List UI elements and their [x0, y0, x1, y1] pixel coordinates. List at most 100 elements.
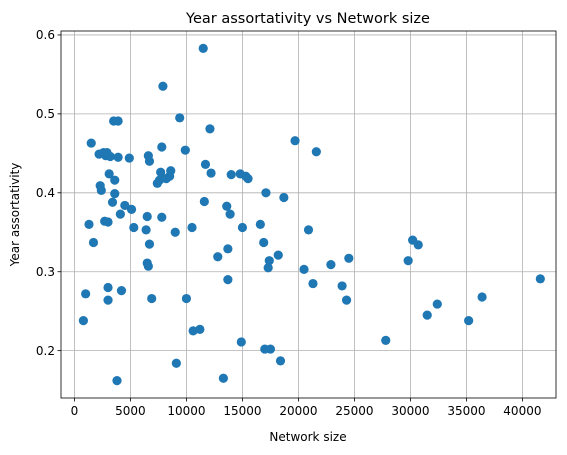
- y-axis-ticks: 0.2 0.3 0.4 0.5 0.6: [36, 28, 61, 358]
- data-point: [259, 237, 269, 248]
- data-point: [237, 222, 248, 233]
- data-point: [263, 263, 273, 273]
- data-point: [158, 81, 168, 91]
- data-point: [157, 212, 167, 222]
- grid-lines: [61, 31, 556, 398]
- x-axis-ticks: 0 5000 10000 15000 20000 25000 30000 35000 40000: [71, 398, 541, 418]
- x-tick-label: 20000: [279, 404, 317, 418]
- data-point: [78, 316, 88, 326]
- chart-title: Year assortativity vs Network size: [185, 11, 430, 27]
- data-point: [223, 244, 233, 254]
- y-axis-label: Year assortativity: [8, 163, 22, 268]
- x-tick-label: 25000: [335, 404, 373, 418]
- data-point: [200, 159, 211, 169]
- y-tick-label: 0.4: [36, 186, 55, 200]
- data-point: [264, 256, 274, 266]
- plot-frame: [60, 30, 557, 399]
- data-point: [171, 358, 181, 368]
- data-point: [413, 240, 423, 250]
- data-point: [81, 289, 91, 299]
- data-point: [110, 188, 120, 199]
- data-point: [195, 324, 205, 334]
- data-points: [78, 43, 545, 386]
- data-point: [225, 209, 235, 219]
- data-point: [166, 166, 176, 176]
- data-point: [88, 237, 99, 248]
- data-point: [84, 219, 94, 229]
- x-tick-label: 35000: [447, 404, 485, 418]
- data-point: [243, 173, 253, 184]
- data-point: [341, 295, 352, 305]
- data-point: [129, 222, 139, 233]
- y-tick-label: 0.6: [36, 28, 55, 42]
- data-point: [275, 356, 286, 366]
- data-point: [303, 225, 314, 235]
- data-point: [226, 170, 236, 180]
- data-point: [198, 43, 208, 53]
- data-point: [175, 113, 185, 123]
- data-point: [112, 376, 122, 386]
- data-point: [290, 136, 300, 146]
- data-point: [308, 278, 318, 289]
- y-tick-label: 0.3: [36, 265, 55, 279]
- data-point: [236, 337, 246, 347]
- data-point: [326, 260, 336, 270]
- data-point: [477, 292, 487, 302]
- x-tick-label: 10000: [167, 404, 205, 418]
- data-point: [147, 293, 157, 304]
- data-point: [144, 156, 155, 166]
- data-point: [113, 152, 123, 162]
- data-point: [116, 286, 127, 296]
- x-tick-label: 15000: [223, 404, 261, 418]
- x-tick-label: 5000: [115, 404, 146, 418]
- data-point: [337, 281, 347, 291]
- data-point: [96, 185, 106, 196]
- data-point: [279, 192, 289, 203]
- data-point: [199, 196, 209, 207]
- data-point: [206, 168, 216, 178]
- data-point: [107, 197, 118, 207]
- data-point: [181, 293, 192, 304]
- data-point: [205, 124, 215, 134]
- x-tick-label: 40000: [503, 404, 541, 418]
- data-point: [120, 200, 130, 211]
- data-point: [187, 222, 197, 233]
- y-tick-label: 0.2: [36, 344, 55, 358]
- data-point: [170, 227, 180, 237]
- data-point: [222, 201, 232, 211]
- data-point: [213, 252, 223, 262]
- y-tick-label: 0.5: [36, 107, 55, 121]
- data-point: [403, 256, 413, 266]
- data-point: [344, 253, 354, 263]
- x-tick-label: 0: [71, 404, 79, 418]
- x-tick-label: 30000: [391, 404, 429, 418]
- data-point: [180, 145, 190, 155]
- data-point: [144, 239, 155, 249]
- data-point: [157, 142, 167, 152]
- data-point: [113, 116, 123, 126]
- data-point: [142, 211, 152, 222]
- data-point: [124, 153, 134, 163]
- data-point: [104, 169, 114, 179]
- data-point: [535, 274, 545, 284]
- data-point: [115, 209, 125, 219]
- data-point: [432, 299, 442, 309]
- data-point: [299, 264, 309, 274]
- data-point: [103, 217, 113, 227]
- data-point: [422, 310, 432, 320]
- data-point: [143, 261, 153, 271]
- data-point: [110, 175, 120, 185]
- x-axis-label: Network size: [269, 430, 346, 444]
- data-point: [255, 219, 265, 229]
- data-point: [261, 188, 271, 198]
- data-point: [86, 138, 96, 148]
- data-point: [223, 275, 233, 285]
- data-point: [464, 316, 474, 326]
- data-point: [381, 335, 391, 345]
- data-point: [156, 167, 166, 177]
- data-point: [218, 373, 228, 383]
- data-point: [103, 282, 113, 293]
- data-point: [105, 151, 115, 162]
